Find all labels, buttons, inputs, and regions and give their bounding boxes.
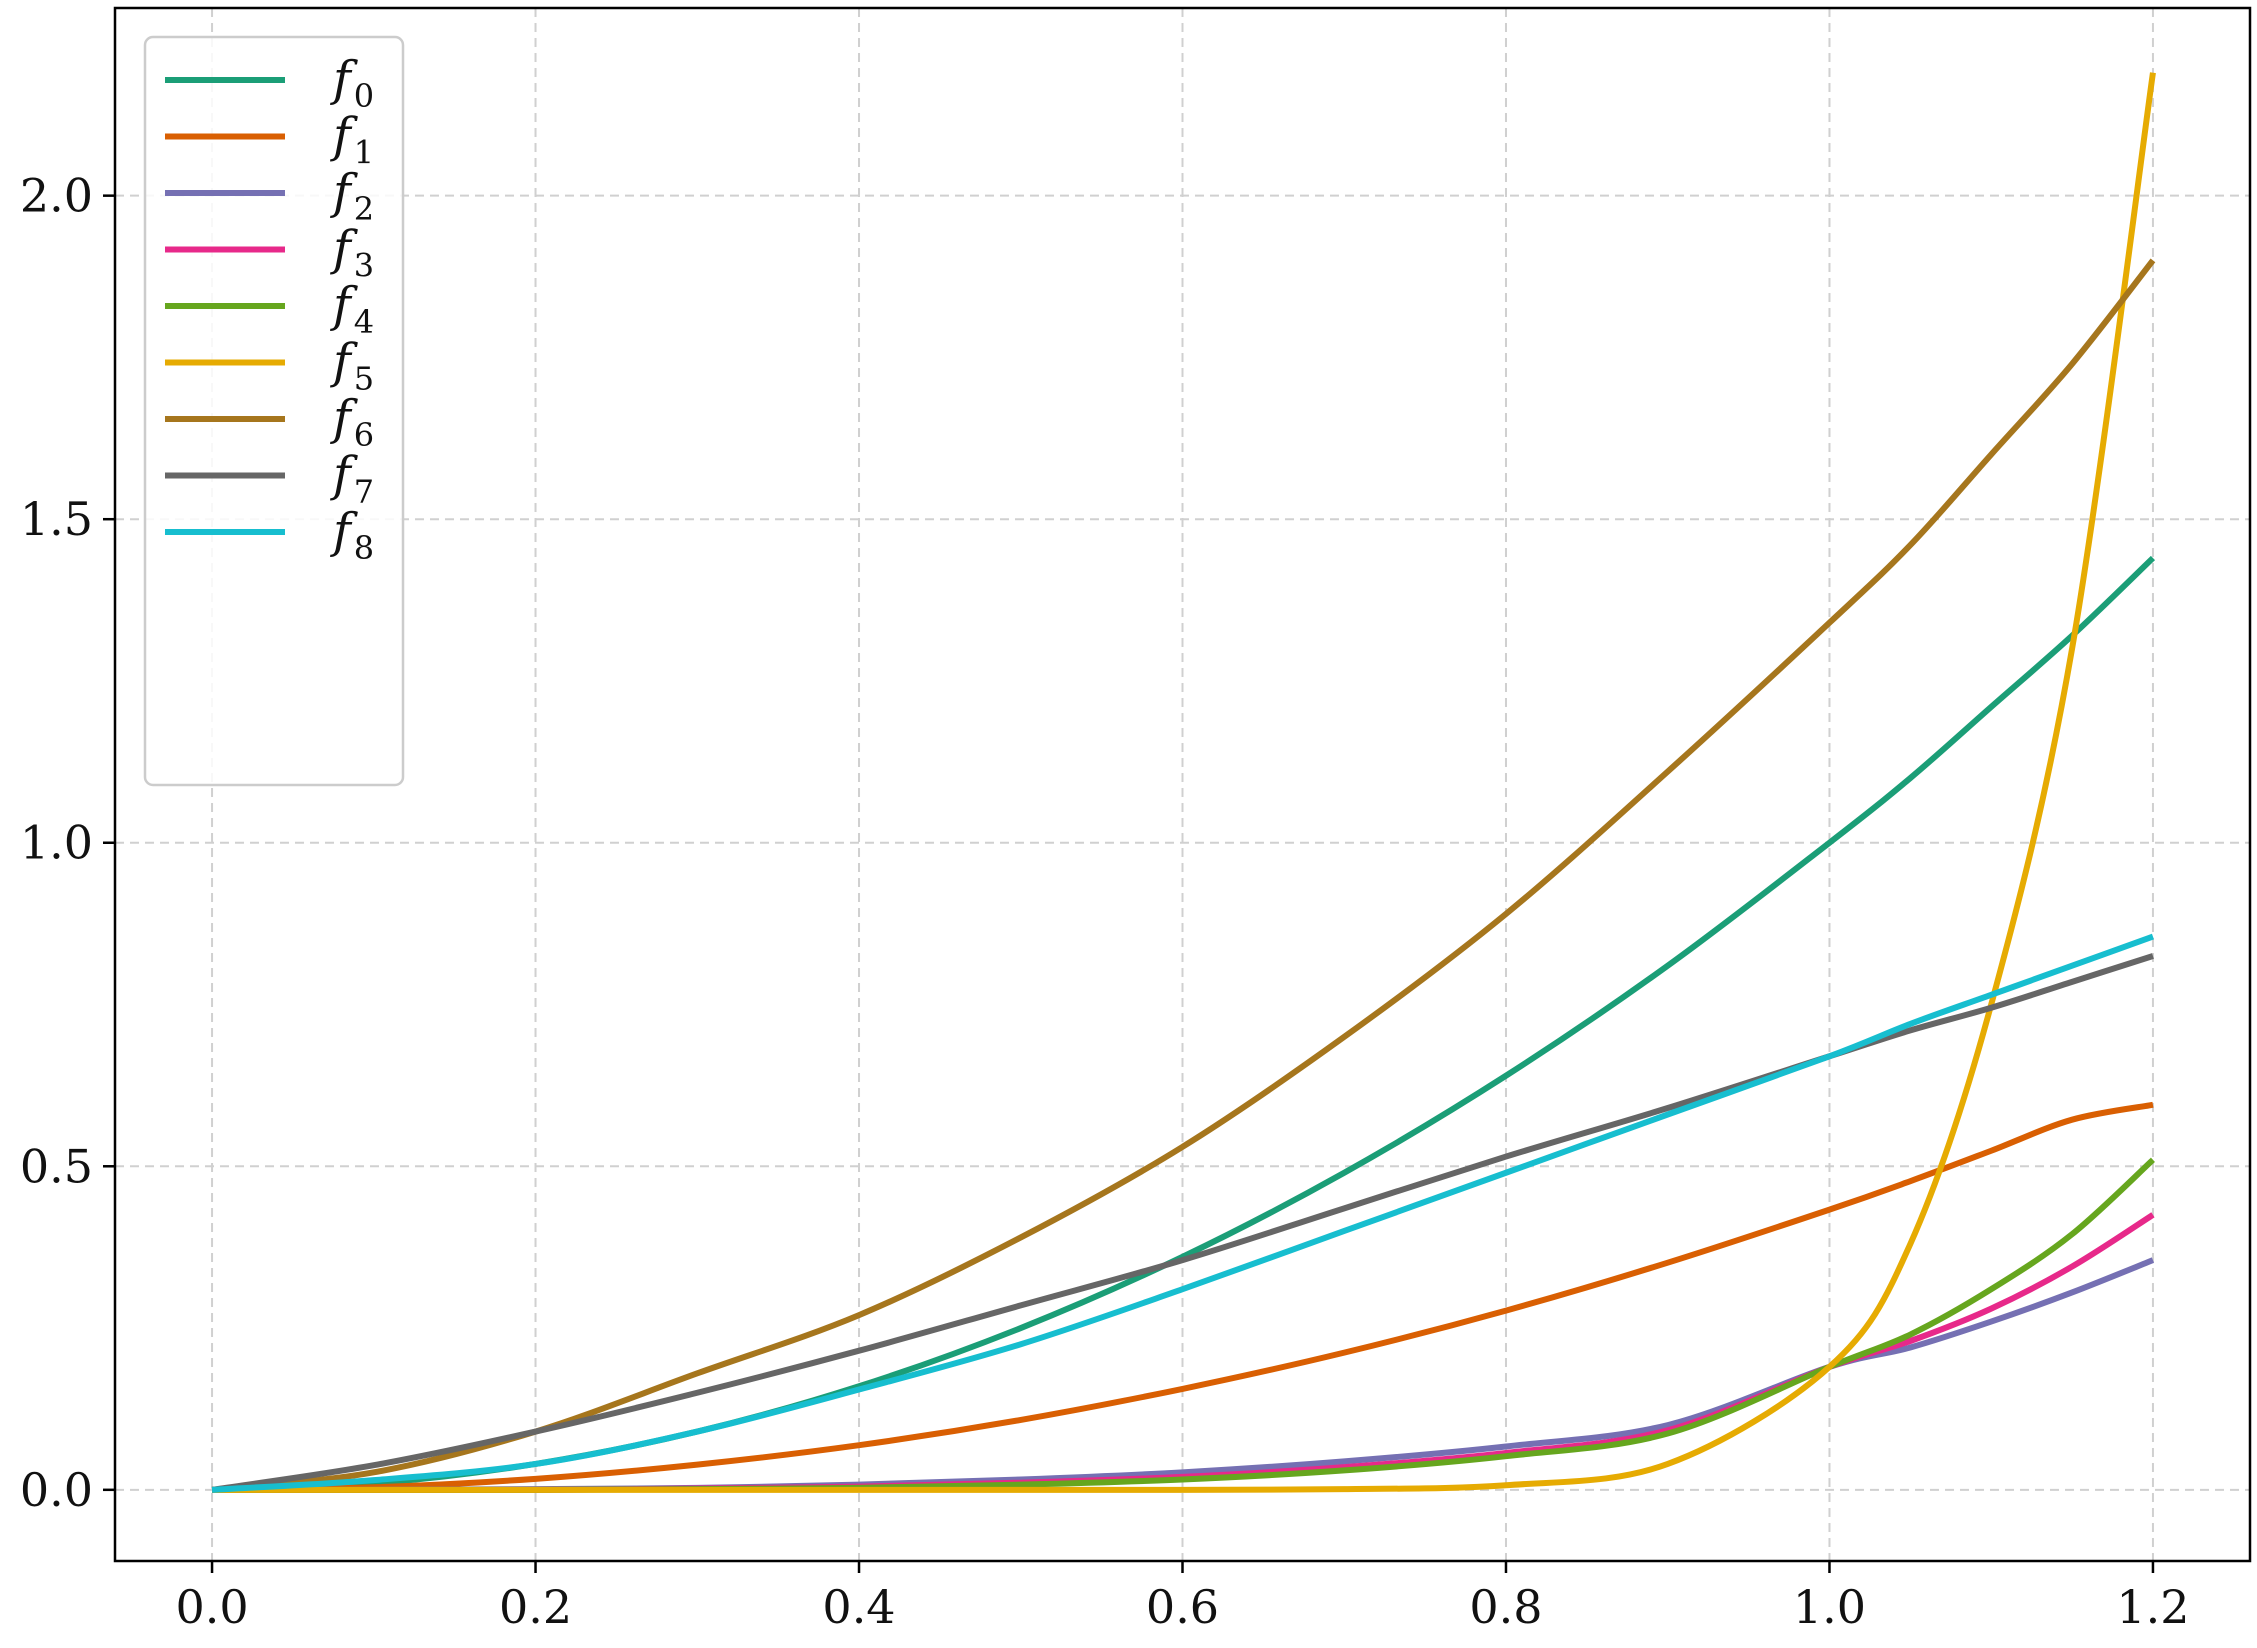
legend-subscript: 6 — [354, 416, 374, 454]
legend-label-f2: f2 — [330, 164, 374, 228]
legend-subscript: 1 — [354, 134, 374, 172]
x-tick-label: 1.2 — [2116, 1580, 2189, 1634]
series-line-f5 — [212, 72, 2156, 1493]
x-axis: 0.0 0.2 0.4 0.6 0.8 1.0 1.2 — [175, 1561, 2190, 1634]
y-tick-label: 1.5 — [20, 492, 93, 546]
series-line-f7 — [211, 953, 2154, 1493]
x-tick-label: 0.4 — [822, 1580, 895, 1634]
legend-label-f1: f1 — [330, 108, 374, 172]
grid — [115, 8, 2250, 1561]
x-tick-label: 1.0 — [1793, 1580, 1866, 1634]
y-axis: 0.0 0.5 1.0 1.5 2.0 — [20, 169, 115, 1517]
series-line-f6 — [211, 258, 2156, 1493]
legend-subscript: 7 — [354, 473, 374, 511]
x-tick-label: 0.2 — [499, 1580, 572, 1634]
x-tick-label: 0.6 — [1146, 1580, 1219, 1634]
series-lines — [211, 72, 2156, 1493]
legend-subscript: 4 — [354, 303, 374, 341]
legend-subscript: 0 — [354, 77, 374, 115]
y-tick-label: 2.0 — [20, 169, 93, 223]
legend-subscript: 3 — [354, 247, 374, 285]
y-tick-label: 1.0 — [20, 816, 93, 870]
x-tick-label: 0.8 — [1469, 1580, 1542, 1634]
legend-frame — [143, 35, 405, 787]
series-line-f1 — [212, 1101, 2154, 1493]
legend-subscript: 5 — [354, 360, 374, 398]
y-tick-label: 0.0 — [20, 1463, 93, 1517]
legend-subscript: 8 — [354, 529, 374, 567]
legend-label-f8: f8 — [330, 503, 374, 567]
series-line-f8 — [211, 933, 2154, 1493]
x-tick-label: 0.0 — [175, 1580, 248, 1634]
y-tick-label: 0.5 — [20, 1139, 93, 1193]
legend-subscript: 2 — [354, 190, 374, 228]
